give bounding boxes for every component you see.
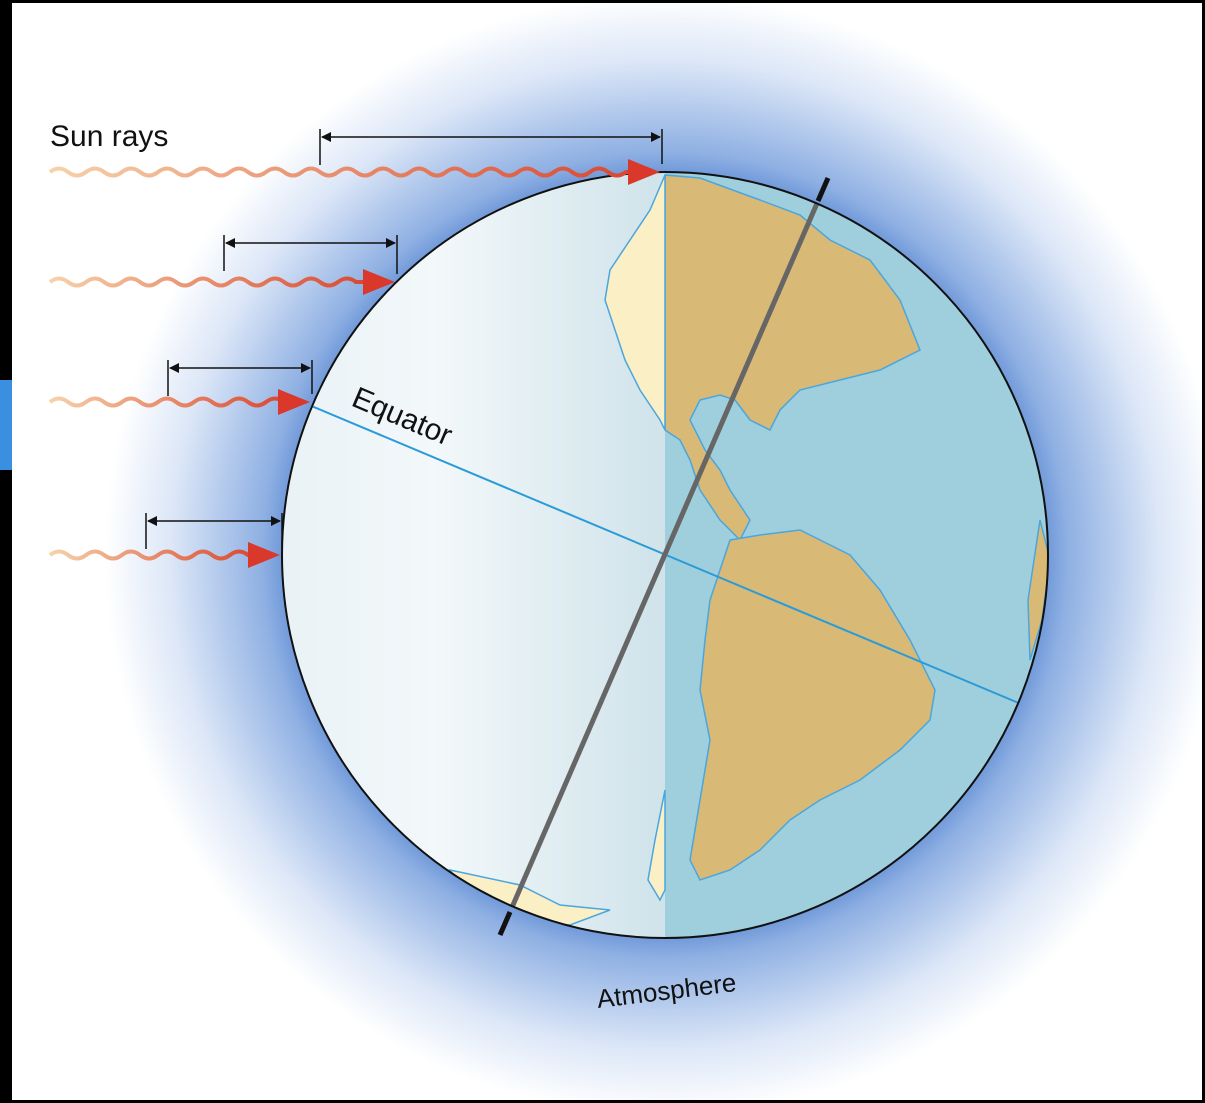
ray [48,166,634,178]
axis-end [497,911,513,936]
earth [282,172,1048,938]
earth-outline [281,171,1049,939]
ray-arrowhead [628,159,660,185]
axis [497,177,831,936]
continents [448,174,1048,926]
ray [48,396,286,408]
ray [48,276,369,288]
ray-arrowhead [363,269,395,295]
ray-arrowhead [248,542,280,568]
ray [48,549,254,561]
ray-arrowhead [278,389,310,415]
edge-highlight [0,380,12,470]
axis-end [815,177,831,202]
sun-rays [48,129,663,568]
sun-rays-label: Sun rays [50,120,168,153]
